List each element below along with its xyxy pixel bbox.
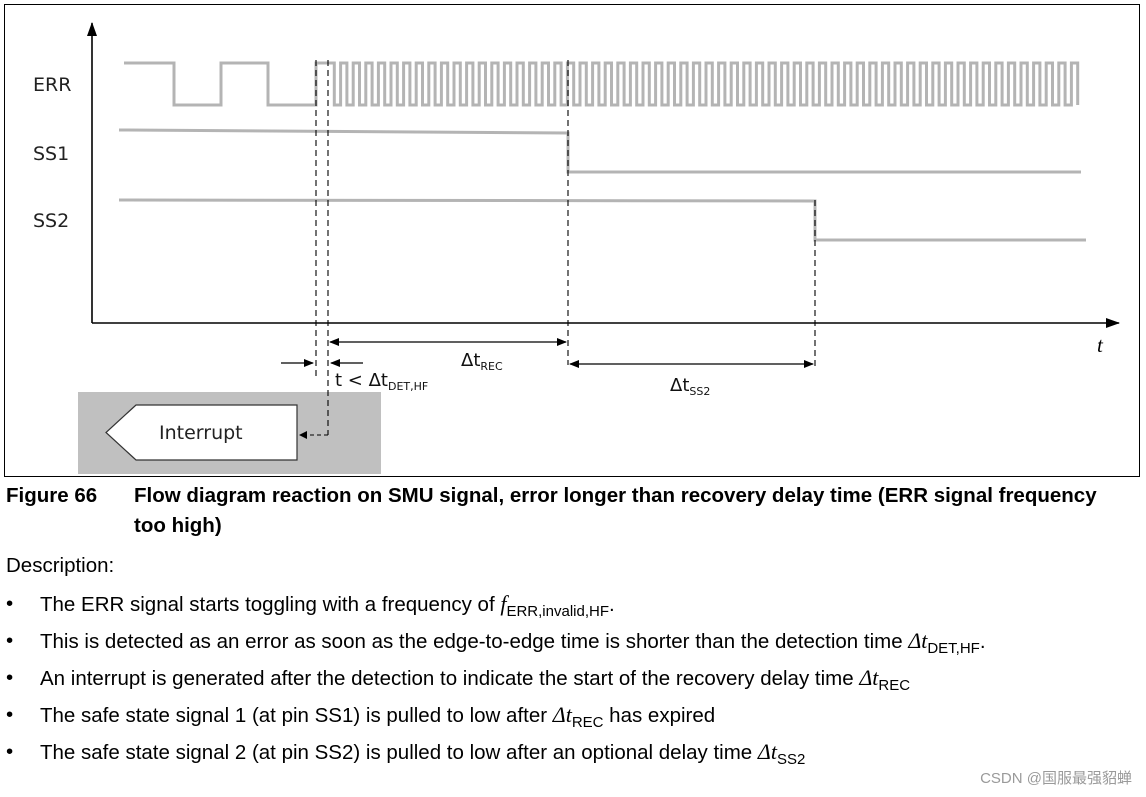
interrupt-shape bbox=[105, 404, 298, 461]
ss2-waveform bbox=[118, 198, 1086, 242]
math-subscript: DET,HF bbox=[927, 640, 980, 657]
timing-diagram-svg: Interrupt t ERR SS1 SS2 ΔtREC bbox=[33, 22, 1120, 474]
time-axis-label: t bbox=[1097, 333, 1104, 357]
dim-label-rec: ΔtREC bbox=[461, 350, 503, 373]
bullet-text: The safe state signal 2 (at pin SS2) is … bbox=[40, 739, 806, 768]
watermark: CSDN @国服最强貂蝉 bbox=[980, 770, 1132, 787]
bullet-icon: • bbox=[6, 666, 14, 689]
figure-title: Flow diagram reaction on SMU signal, err… bbox=[134, 484, 1097, 537]
figure-number: Figure 66 bbox=[6, 484, 98, 507]
math-subscript: ERR,invalid,HF bbox=[506, 603, 609, 620]
math-subscript: REC bbox=[878, 677, 911, 694]
math-subscript: REC bbox=[571, 714, 604, 731]
bullet-icon: • bbox=[6, 592, 14, 615]
math-symbol: Δt bbox=[908, 628, 928, 653]
interrupt-label: Interrupt bbox=[159, 422, 243, 444]
math-symbol: Δt bbox=[859, 665, 879, 690]
bullet-icon: • bbox=[6, 740, 14, 763]
math-subscript: SS2 bbox=[776, 751, 806, 768]
timing-diagram: Interrupt t ERR SS1 SS2 ΔtREC bbox=[4, 4, 1140, 477]
ss1-waveform bbox=[118, 128, 1081, 174]
dashed-markers bbox=[303, 60, 816, 436]
math-symbol: Δt bbox=[757, 739, 777, 764]
signal-label-err: ERR bbox=[33, 74, 71, 96]
bullet-text: This is detected as an error as soon as … bbox=[40, 628, 986, 657]
bullet-text: The safe state signal 1 (at pin SS1) is … bbox=[40, 702, 716, 731]
bullet-text: The ERR signal starts toggling with a fr… bbox=[40, 591, 615, 620]
math-symbol: f bbox=[500, 591, 507, 616]
dim-label-ss2: ΔtSS2 bbox=[670, 375, 710, 398]
bullet-icon: • bbox=[6, 703, 14, 726]
math-symbol: Δt bbox=[552, 702, 572, 727]
description-heading: Description: bbox=[6, 554, 115, 577]
bullet-text: An interrupt is generated after the dete… bbox=[40, 665, 911, 694]
signal-label-ss1: SS1 bbox=[33, 143, 69, 165]
err-waveform bbox=[124, 61, 1080, 107]
signal-label-ss2: SS2 bbox=[33, 210, 69, 232]
bullet-icon: • bbox=[6, 629, 14, 652]
interrupt-arrowhead bbox=[299, 431, 307, 439]
dim-label-det: t < ΔtDET,HF bbox=[335, 370, 428, 393]
